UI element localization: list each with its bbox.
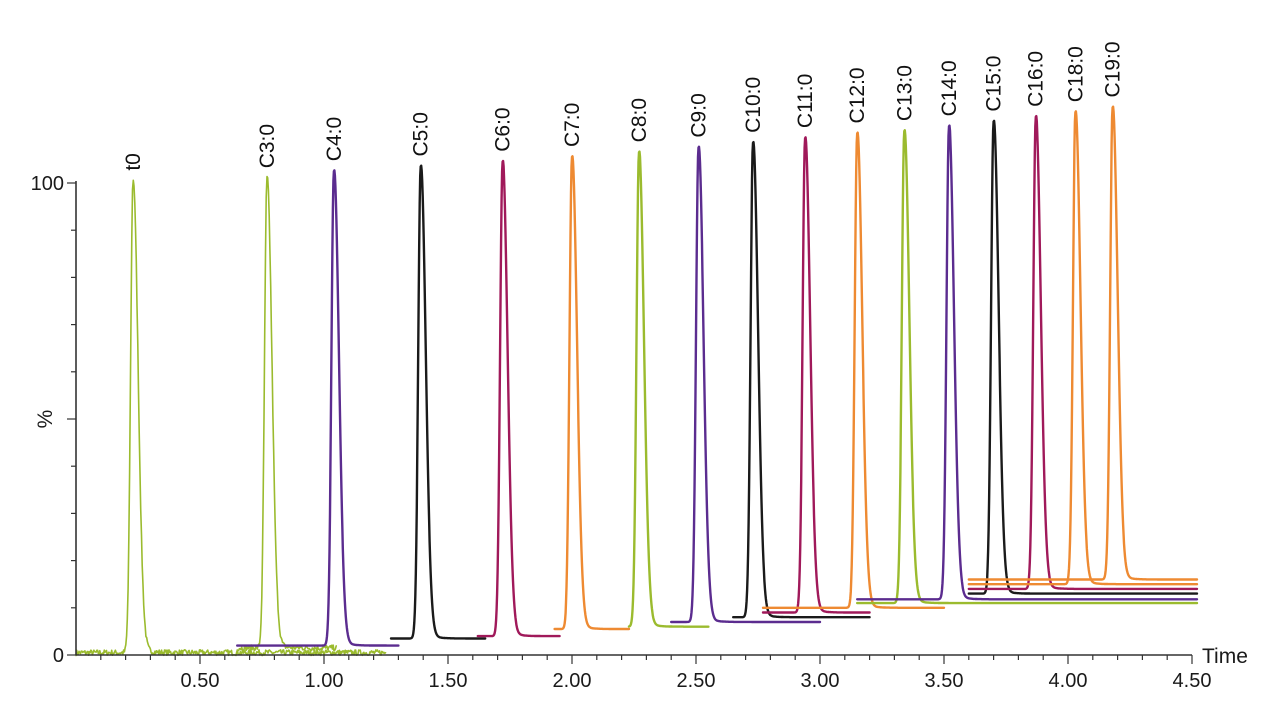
x-tick-label: 2.50	[677, 670, 716, 692]
peak-label: C15:0	[983, 56, 1006, 112]
peak-label: C11:0	[794, 74, 817, 128]
y-axis-title: %	[34, 410, 57, 429]
trace-c11-0	[761, 136, 871, 614]
peak-label: C9:0	[687, 93, 710, 137]
trace-c13-0	[856, 129, 1199, 605]
axes: 0.50 1.00 1.50 2.00 2.50 3.00 3.50 4.00 4.50 100…	[31, 173, 1248, 692]
trace-c4-0	[235, 169, 400, 647]
trace-layer	[75, 105, 1199, 657]
trace-c14-0	[856, 124, 1199, 601]
peak-label: C18:0	[1064, 46, 1087, 102]
peak-label: C10:0	[742, 77, 765, 133]
trace-c9-0	[670, 145, 822, 624]
y-tick-label-top: 100	[31, 173, 64, 195]
x-tick-label: 3.50	[925, 670, 964, 692]
trace-c16-0	[967, 114, 1199, 591]
peak-label: t0	[122, 153, 145, 171]
peak-label: C5:0	[410, 112, 433, 156]
x-axis-ticks: 0.50 1.00 1.50 2.00 2.50 3.00 3.50 4.00 4.50	[100, 655, 1212, 692]
trace-t0	[75, 179, 387, 657]
peak-label: C14:0	[938, 60, 961, 116]
peak-label: C16:0	[1025, 51, 1048, 107]
x-tick-label: 0.50	[181, 670, 220, 692]
trace-c7-0	[553, 155, 631, 631]
trace-c10-0	[732, 140, 871, 619]
x-tick-label: 3.00	[801, 670, 840, 692]
trace-c3-0	[236, 175, 338, 652]
peak-label: C6:0	[492, 107, 515, 151]
peak-label: C3:0	[256, 124, 279, 168]
x-tick-label: 1.50	[429, 670, 468, 692]
peak-label: C7:0	[561, 103, 584, 147]
trace-c6-0	[476, 159, 561, 638]
y-tick-label-bottom: 0	[53, 645, 64, 667]
peak-label: C4:0	[323, 117, 346, 161]
trace-c15-0	[967, 119, 1199, 595]
peak-label: C13:0	[893, 65, 916, 121]
trace-c18-0	[967, 110, 1199, 586]
peak-label: C8:0	[628, 98, 651, 142]
trace-c5-0	[389, 164, 487, 640]
trace-c19-0	[967, 105, 1199, 581]
x-tick-label: 1.00	[305, 670, 344, 692]
trace-c8-0	[627, 150, 710, 628]
y-axis-ticks	[67, 182, 76, 656]
trace-c12-0	[761, 131, 946, 609]
x-tick-label: 2.00	[553, 670, 592, 692]
x-tick-label: 4.50	[1173, 670, 1212, 692]
peak-label: C12:0	[846, 67, 869, 123]
peak-label-layer: t0 C3:0 C4:0 C5:0 C6:0 C7:0 C8:0 C9:0 C10:0 C11:0…	[122, 41, 1125, 170]
x-tick-label: 4.00	[1049, 670, 1088, 692]
peak-label: C19:0	[1102, 41, 1125, 97]
x-axis-title: Time	[1202, 645, 1248, 668]
